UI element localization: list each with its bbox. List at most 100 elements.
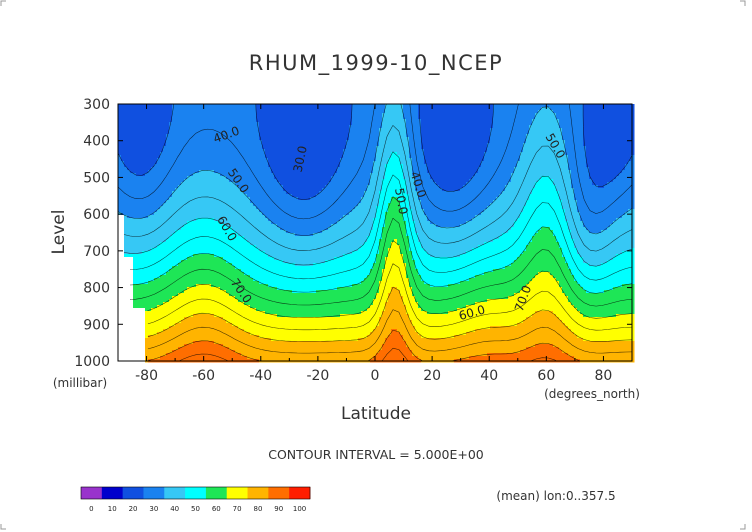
field-cell	[472, 116, 476, 120]
field-cell	[391, 155, 395, 159]
field-cell	[565, 179, 569, 183]
field-cell	[403, 140, 407, 144]
field-cell	[160, 119, 164, 123]
field-cell	[433, 146, 437, 150]
field-cell	[409, 146, 413, 150]
field-cell	[247, 149, 251, 153]
field-cell	[133, 104, 137, 108]
field-cell	[181, 167, 185, 171]
field-cell	[586, 188, 590, 192]
field-cell	[190, 152, 194, 156]
field-cell	[562, 149, 566, 153]
field-cell	[625, 128, 629, 132]
field-cell	[622, 143, 626, 147]
field-cell	[433, 149, 437, 153]
field-cell	[562, 137, 566, 141]
field-cell	[379, 173, 383, 177]
field-cell	[505, 161, 509, 165]
field-cell	[316, 176, 320, 180]
field-cell	[628, 131, 632, 135]
field-cell	[463, 167, 467, 171]
field-cell	[490, 110, 494, 114]
field-cell	[361, 170, 365, 174]
field-cell	[526, 110, 530, 114]
field-cell	[322, 167, 326, 171]
field-cell	[541, 119, 545, 123]
field-cell	[505, 119, 509, 123]
field-cell	[268, 125, 272, 129]
field-cell	[565, 167, 569, 171]
field-cell	[304, 140, 308, 144]
field-cell	[325, 188, 329, 192]
field-cell	[376, 182, 380, 186]
field-cell	[388, 170, 392, 174]
field-cell	[472, 149, 476, 153]
field-cell	[256, 107, 260, 111]
field-cell	[466, 149, 470, 153]
field-cell	[247, 170, 251, 174]
field-cell	[499, 182, 503, 186]
field-cell	[385, 152, 389, 156]
field-cell	[319, 146, 323, 150]
field-cell	[553, 188, 557, 192]
field-cell	[391, 116, 395, 120]
field-cell	[349, 170, 353, 174]
field-cell	[352, 164, 356, 168]
field-cell	[142, 188, 146, 192]
field-cell	[181, 131, 185, 135]
field-cell	[583, 134, 587, 138]
field-cell	[586, 140, 590, 144]
field-cell	[139, 104, 143, 108]
field-cell	[421, 140, 425, 144]
field-cell	[166, 134, 170, 138]
field-cell	[553, 104, 557, 108]
field-cell	[490, 131, 494, 135]
field-cell	[376, 155, 380, 159]
field-cell	[445, 113, 449, 117]
field-cell	[625, 140, 629, 144]
field-cell	[217, 116, 221, 120]
field-cell	[595, 176, 599, 180]
field-cell	[139, 113, 143, 117]
field-cell	[544, 176, 548, 180]
field-cell	[562, 146, 566, 150]
field-cell	[433, 125, 437, 129]
field-cell	[436, 116, 440, 120]
field-cell	[583, 122, 587, 126]
field-cell	[544, 179, 548, 183]
field-cell	[436, 119, 440, 123]
field-cell	[589, 173, 593, 177]
field-cell	[454, 185, 458, 189]
field-cell	[268, 173, 272, 177]
field-cell	[268, 158, 272, 162]
field-cell	[394, 125, 398, 129]
field-cell	[304, 113, 308, 117]
field-cell	[157, 170, 161, 174]
field-cell	[367, 134, 371, 138]
field-cell	[445, 173, 449, 177]
field-cell	[460, 122, 464, 126]
field-cell	[517, 122, 521, 126]
field-cell	[517, 170, 521, 174]
field-cell	[439, 119, 443, 123]
field-cell	[448, 152, 452, 156]
field-cell	[499, 116, 503, 120]
field-cell	[256, 119, 260, 123]
field-cell	[124, 182, 128, 186]
field-cell	[337, 104, 341, 108]
field-cell	[196, 131, 200, 135]
field-cell	[484, 143, 488, 147]
field-cell	[160, 122, 164, 126]
field-cell	[304, 104, 308, 108]
field-cell	[598, 155, 602, 159]
field-cell	[286, 125, 290, 129]
field-cell	[277, 146, 281, 150]
field-cell	[394, 107, 398, 111]
field-cell	[481, 164, 485, 168]
field-cell	[169, 155, 173, 159]
field-cell	[274, 104, 278, 108]
field-cell	[418, 110, 422, 114]
field-cell	[499, 146, 503, 150]
field-cell	[610, 173, 614, 177]
field-cell	[325, 143, 329, 147]
